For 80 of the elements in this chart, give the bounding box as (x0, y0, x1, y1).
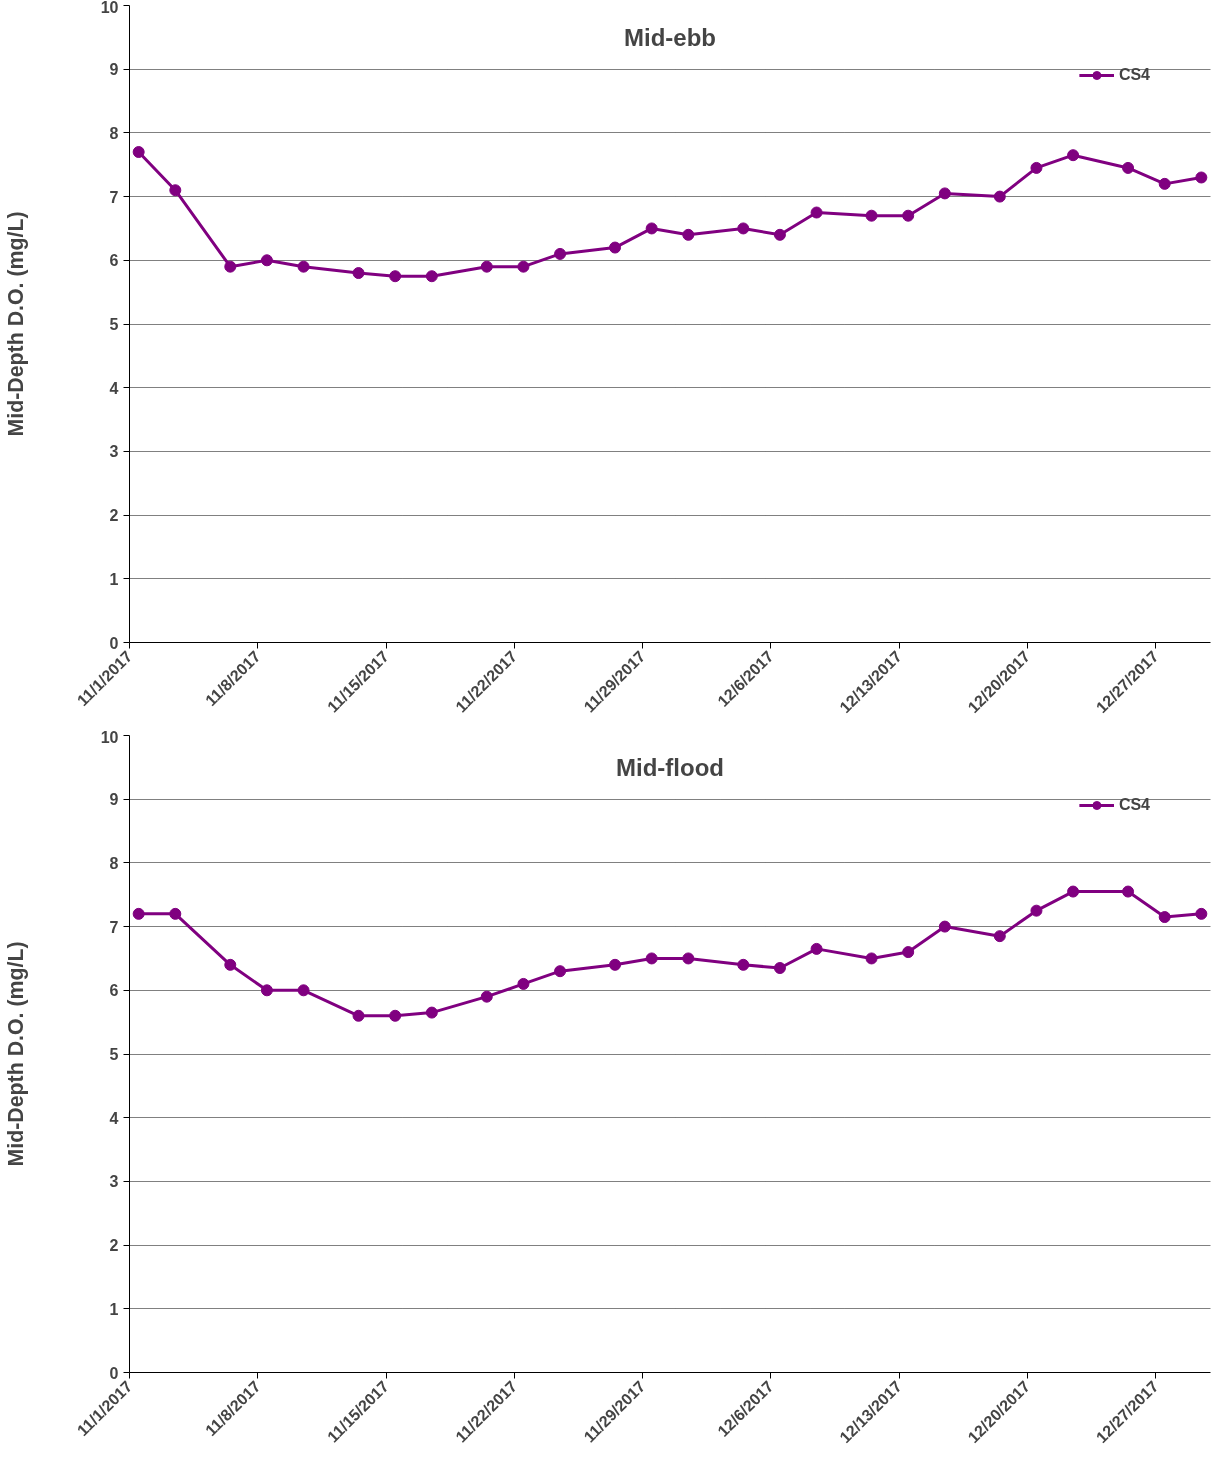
y-tick-label: 1 (109, 570, 119, 588)
y-tick-label: 7 (109, 918, 119, 936)
point (682, 228, 695, 241)
y-tick-label: 5 (109, 316, 119, 333)
point (682, 952, 695, 965)
point (260, 984, 273, 997)
point (297, 984, 310, 997)
point (810, 206, 823, 219)
point (773, 228, 786, 241)
y-tick-label: 0 (109, 634, 119, 652)
y-tick-label: 4 (109, 1109, 119, 1127)
point (169, 907, 182, 920)
point (1030, 904, 1043, 917)
point (132, 907, 145, 920)
y-tick-label: 7 (109, 188, 119, 206)
y-tick-label: 2 (109, 507, 119, 525)
point (480, 260, 493, 273)
point (224, 260, 237, 273)
y-tick-label: 3 (109, 443, 119, 461)
point (1158, 177, 1171, 190)
y-tick-label: 4 (109, 379, 119, 397)
point (810, 942, 823, 955)
text: Mid-flood (616, 753, 724, 781)
point (517, 977, 530, 990)
point (1195, 171, 1208, 184)
point (1067, 885, 1080, 898)
y-tick-label: 9 (109, 61, 119, 79)
point (993, 930, 1006, 943)
point (737, 958, 750, 971)
point (169, 184, 182, 197)
legend-label: CS4 (1118, 796, 1150, 814)
point (1158, 911, 1171, 924)
y-tick-label: 6 (109, 252, 119, 270)
point (389, 1009, 402, 1022)
point (1067, 149, 1080, 162)
point (425, 1006, 438, 1019)
point (1122, 161, 1135, 174)
point (773, 962, 786, 974)
point (938, 187, 951, 200)
y-axis-title: Mid-Depth D.O. (mg/L) (3, 941, 28, 1167)
y-tick-label: 6 (109, 982, 119, 1000)
point (902, 946, 915, 959)
y-tick-label: 10 (100, 728, 119, 746)
y-tick-label: 0 (109, 1364, 119, 1382)
point (938, 920, 951, 933)
point (645, 222, 658, 235)
text: Mid-ebb (624, 23, 716, 51)
point (425, 270, 438, 283)
point (554, 247, 567, 260)
y-tick-label: 10 (100, 0, 119, 16)
point (865, 952, 878, 965)
point (260, 254, 273, 267)
point (737, 222, 750, 235)
y-tick-label: 2 (109, 1237, 119, 1255)
point (1195, 907, 1208, 920)
y-tick-label: 9 (109, 791, 119, 809)
point (480, 990, 493, 1003)
point (297, 260, 310, 273)
point (902, 209, 915, 222)
point (517, 260, 530, 273)
point (1122, 885, 1135, 898)
point (1030, 161, 1043, 174)
y-tick-label: 8 (109, 124, 119, 142)
point (352, 267, 365, 280)
point (389, 270, 402, 283)
y-tick-label: 8 (109, 854, 119, 872)
point (865, 209, 878, 222)
point (132, 146, 145, 158)
point (609, 958, 622, 971)
legend-label: CS4 (1118, 66, 1150, 84)
point (352, 1009, 365, 1022)
point (609, 241, 622, 254)
y-tick-label: 5 (109, 1046, 119, 1063)
y-tick-label: 1 (109, 1300, 119, 1318)
point (993, 190, 1006, 203)
y-tick-label: 3 (109, 1173, 119, 1191)
point (224, 958, 237, 971)
y-axis-title: Mid-Depth D.O. (mg/L) (3, 211, 28, 437)
point (645, 952, 658, 965)
point (554, 965, 567, 978)
